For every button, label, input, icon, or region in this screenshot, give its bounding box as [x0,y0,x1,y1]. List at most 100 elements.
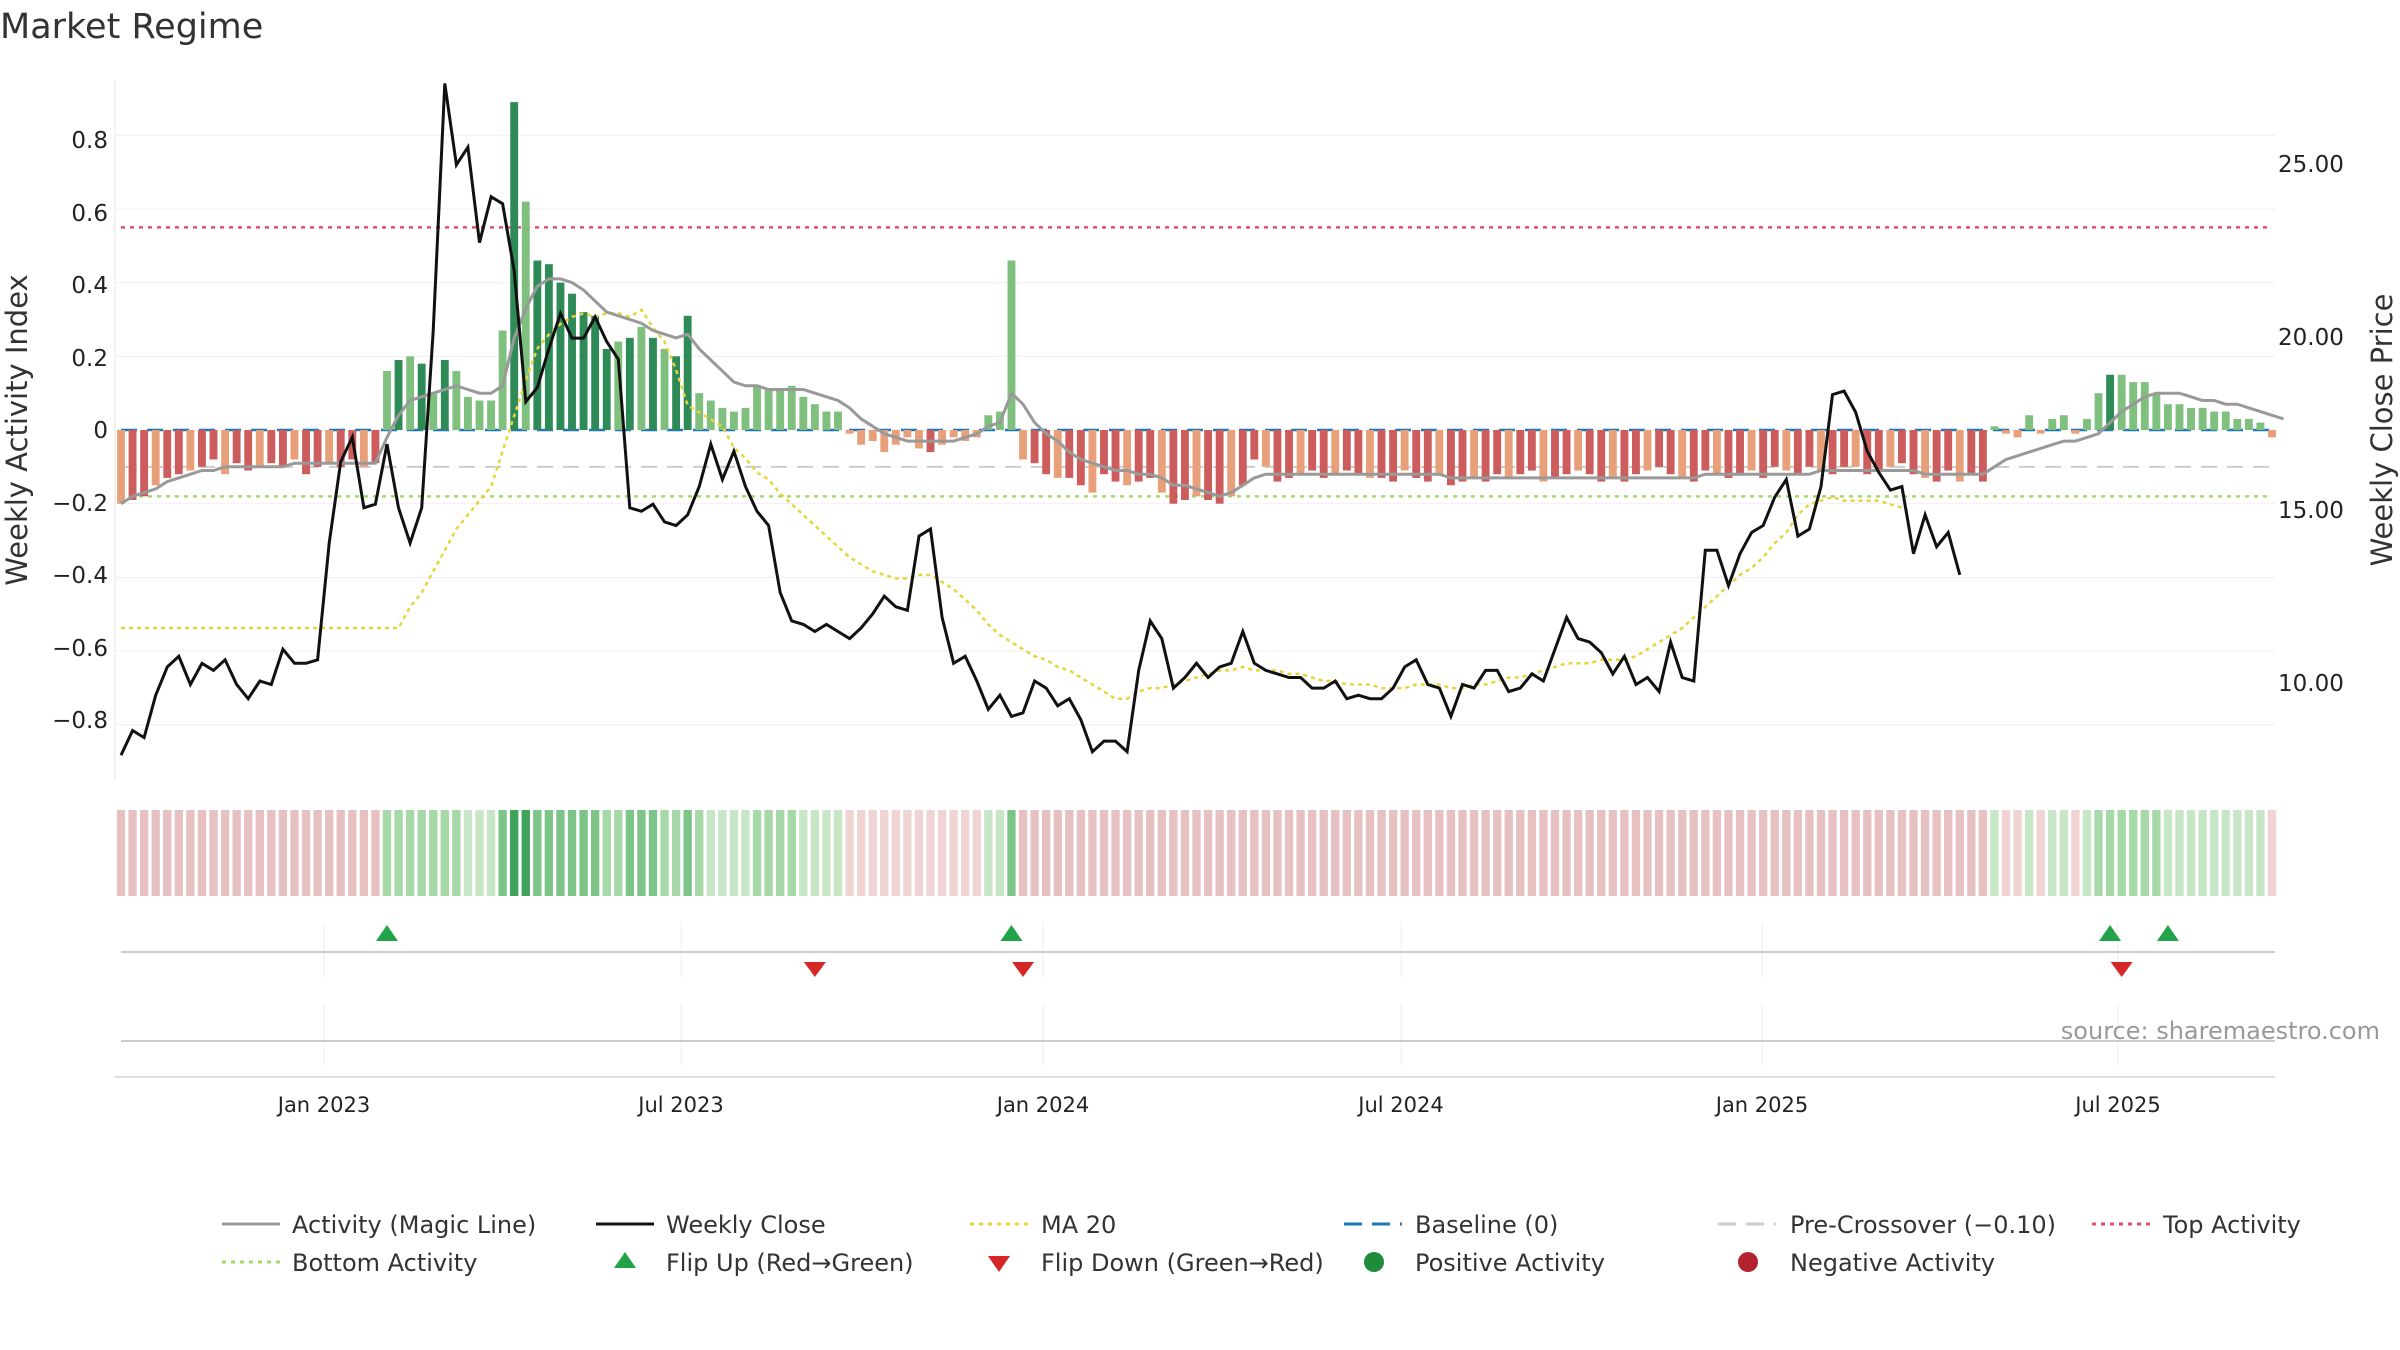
activity-bar [741,407,750,430]
regime-cell [2163,810,2173,896]
regime-cell [1735,810,1745,896]
activity-bar [764,389,773,430]
regime-cell [729,810,739,896]
activity-bar [822,411,831,430]
activity-bar [255,430,264,467]
activity-bar [1574,430,1583,471]
activity-bar [1458,430,1467,482]
regime-cell [1978,810,1988,896]
regime-cell [1388,810,1398,896]
regime-cell [614,810,623,896]
regime-cell [301,810,311,896]
regime-cell [278,810,288,896]
regime-cell [1516,810,1525,896]
activity-bar [1678,430,1687,478]
magic-line [120,277,2285,505]
left-tick-label: −0.4 [52,563,108,589]
flip-up-marker [1000,925,1023,941]
regime-cell [1169,810,1178,896]
regime-cell [695,810,704,896]
regime-cell [1504,810,1513,896]
regime-cell [1446,810,1456,896]
legend-item-negative-activity: Negative Activity [1738,1249,1995,1277]
regime-cell [1967,810,1976,896]
axes [114,80,2275,1078]
regime-cell [2267,810,2277,896]
regime-cell [579,810,588,896]
regime-cell [2001,810,2011,896]
left-tick-label: −0.8 [52,708,108,734]
activity-bar [880,430,889,453]
activity-bar [2059,415,2068,430]
activity-bar [1793,430,1802,475]
activity-bar [1944,430,1953,471]
activity-bar [556,282,565,430]
activity-bar [683,315,692,430]
regime-cell [856,810,866,896]
regime-cell [602,810,611,896]
date-tick-label: Jul 2024 [1356,1093,1443,1117]
activity-bar [1042,430,1051,475]
regime-cell [1654,810,1664,896]
activity-bar [1227,430,1236,497]
date-tick-label: Jul 2023 [636,1093,723,1117]
regime-cell [533,810,542,896]
regime-cell [209,810,218,896]
regime-cell [1296,810,1305,896]
regime-cell [2198,810,2207,896]
legend-label: Bottom Activity [292,1249,477,1277]
regime-cell [1331,810,1340,896]
activity-bar [753,385,761,430]
regime-cell [324,810,334,896]
activity-bar [1527,430,1536,471]
regime-cell [1631,810,1641,896]
activity-bar [903,430,912,438]
regime-cell [1585,810,1594,896]
regime-cell [1041,810,1051,896]
activity-bar [186,430,195,471]
activity-bar [1319,430,1328,478]
regime-cell [2129,810,2138,896]
regime-cell [1238,810,1247,896]
regime-cell [1342,810,1352,896]
activity-bar [313,430,322,467]
activity-bar [1308,430,1317,471]
left-tick-label: 0.2 [71,346,108,372]
activity-bar [487,400,495,430]
regime-cell [776,810,785,896]
activity-bar [1250,430,1259,460]
regime-cell [1412,810,1421,896]
regime-cell [683,810,692,896]
flip-up-marker [2099,925,2122,941]
activity-bar [1851,430,1860,467]
regime-cell [2024,810,2034,896]
activity-bar [464,396,472,430]
regime-cell [880,810,889,896]
regime-cell [2233,810,2242,896]
activity-bar [1123,430,1132,486]
flip-down-marker [2110,962,2133,977]
regime-cell [1227,810,1236,896]
weekly-close-line [119,83,1962,756]
activity-bar [1238,430,1247,486]
activity-bar [151,430,160,486]
regime-cell [244,810,253,896]
regime-cell [1747,810,1756,896]
activity-bar [1504,430,1513,478]
legend-label: Pre-Crossover (−0.10) [1790,1211,2056,1239]
activity-bar [1551,430,1559,478]
regime-cell [648,810,658,896]
regime-cell [2094,810,2103,896]
left-tick-label: −0.6 [52,636,108,662]
regime-cell [1990,810,1999,896]
activity-bar [117,430,125,504]
right-tick-label: 20.00 [2278,325,2344,351]
regime-cell [382,810,392,896]
regime-cell [1423,810,1432,896]
date-tick-label: Jul 2025 [2073,1093,2160,1117]
activity-bar [649,337,657,430]
regime-cell [1920,810,1930,896]
regime-cell [1377,810,1386,896]
activity-bar [1192,430,1201,497]
activity-bar [2198,407,2207,430]
